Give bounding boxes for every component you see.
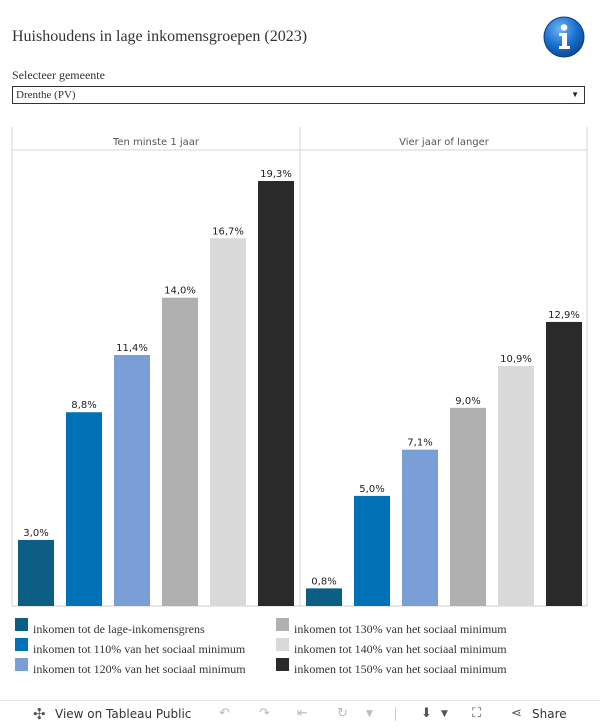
fullscreen-icon[interactable]: ⛶ (472, 706, 482, 721)
data-label: 9,0% (455, 396, 480, 407)
data-label: 0,8% (311, 576, 336, 587)
bar (402, 449, 438, 606)
page-title: Huishoudens in lage inkomensgroepen (202… (12, 28, 308, 45)
bar (66, 412, 102, 606)
bar (210, 238, 246, 606)
download-icon[interactable]: ⬇ (421, 706, 432, 721)
bar-chart: Ten minste 1 jaar Vier jaar of langer 3,0%… (0, 120, 600, 615)
undo-icon[interactable]: ↶ (219, 706, 230, 721)
toolbar-divider (395, 707, 396, 721)
share-button[interactable]: Share (532, 707, 567, 721)
data-label: 8,8% (71, 400, 96, 411)
data-label: 16,7% (212, 226, 244, 237)
legend-swatch (276, 658, 289, 671)
data-label: 3,0% (23, 528, 48, 539)
bar (306, 588, 342, 606)
info-icon[interactable] (543, 16, 585, 58)
legend-swatch (276, 618, 289, 631)
refresh-icon[interactable]: ↻ (337, 706, 348, 721)
selected-value: Drenthe (PV) (16, 89, 76, 101)
bar (162, 297, 198, 606)
legend-swatch (276, 638, 289, 651)
legend-label: inkomen tot 140% van het sociaal minimum (294, 642, 507, 656)
legend-swatch (15, 618, 28, 631)
chevron-down-icon[interactable]: ▼ (366, 709, 373, 719)
bar (354, 495, 390, 606)
legend-swatch (15, 638, 28, 651)
selector-label: Selecteer gemeente (12, 68, 105, 82)
data-label: 12,9% (548, 310, 580, 321)
data-label: 14,0% (164, 286, 196, 297)
panel-header: Ten minste 1 jaar (112, 137, 200, 148)
legend-label: inkomen tot 110% van het sociaal minimum (33, 642, 246, 656)
data-label: 11,4% (116, 343, 148, 354)
municipality-select[interactable]: Drenthe (PV) ▼ (12, 86, 585, 104)
legend-label: inkomen tot 130% van het sociaal minimum (294, 622, 507, 636)
chart-svg: Ten minste 1 jaar Vier jaar of langer 3,0%… (11, 127, 588, 607)
legend-label: inkomen tot 150% van het sociaal minimum (294, 662, 507, 676)
legend-swatch (15, 658, 28, 671)
legend-label: inkomen tot 120% van het sociaal minimum (33, 662, 246, 676)
bar (114, 354, 150, 606)
bar (546, 321, 582, 606)
tableau-logo-icon[interactable]: ✣ (33, 705, 46, 723)
tableau-toolbar: ✣ View on Tableau Public ↶ ↷ ⇤ ↻ ▼ ⬇ ▼ ⛶… (0, 700, 600, 728)
legend-label: inkomen tot de lage-inkomensgrens (33, 622, 205, 636)
revert-icon[interactable]: ⇤ (297, 706, 308, 721)
panel-header: Vier jaar of langer (399, 137, 490, 148)
chevron-down-icon[interactable]: ▼ (441, 709, 448, 719)
data-label: 10,9% (500, 354, 532, 365)
chevron-down-icon: ▼ (571, 90, 579, 99)
share-icon[interactable]: ⋖ (511, 706, 522, 721)
data-label: 5,0% (359, 484, 384, 495)
bar (498, 365, 534, 606)
bar (450, 407, 486, 606)
bar (18, 539, 54, 606)
data-label: 7,1% (407, 438, 432, 449)
bar (258, 181, 294, 606)
data-label: 19,3% (260, 169, 292, 180)
redo-icon[interactable]: ↷ (259, 706, 270, 721)
view-on-tableau-link[interactable]: View on Tableau Public (55, 707, 192, 721)
